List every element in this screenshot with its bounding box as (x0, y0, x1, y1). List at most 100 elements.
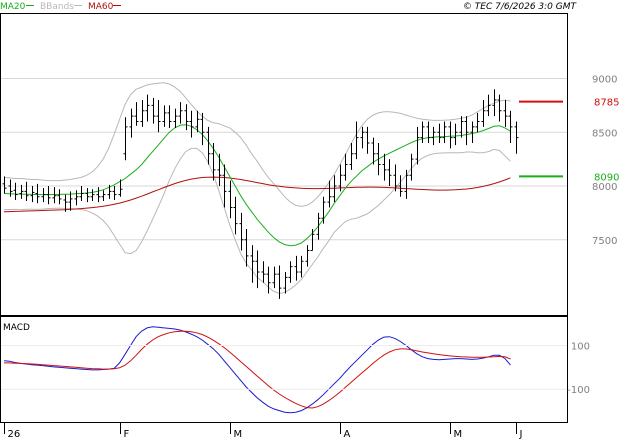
ohlc-bar (13, 182, 18, 200)
macd-y-axis: 100 -100 (1, 341, 590, 396)
ohlc-bar (85, 188, 90, 203)
ohlc-bar (464, 116, 469, 146)
macd-lines (3, 326, 511, 414)
ohlc-bar (283, 272, 288, 294)
signal-line (4, 330, 511, 409)
ohlc-bar (233, 196, 238, 235)
ohlc-bar (343, 153, 348, 181)
macd-panel-title: MACD (3, 323, 30, 333)
y-tick-label: 7500 (592, 236, 617, 247)
y-tick-label: 8000 (592, 182, 617, 193)
ohlc-bar (508, 110, 513, 143)
price-panel-frame (0, 13, 568, 316)
x-axis-months: 26 F M A M J (0, 422, 567, 440)
ohlc-bar (195, 110, 200, 133)
ohlc-bar (299, 255, 304, 278)
ohlc-bar (129, 108, 134, 138)
x-tick-label: M (234, 429, 243, 440)
ohlc-bar (162, 105, 167, 127)
ohlc-bar (74, 190, 79, 206)
ohlc-bar (90, 189, 95, 202)
ma60-line (3, 176, 511, 213)
ohlc-bar (492, 89, 497, 117)
ohlc-bar (112, 186, 117, 200)
ohlc-bar (35, 183, 40, 204)
ohlc-bar (266, 266, 271, 294)
ohlc-bar (151, 97, 156, 124)
price-marker-label: 8090 (594, 172, 619, 183)
ohlc-bar (239, 212, 244, 251)
ohlc-bar (255, 250, 260, 289)
price-marker-label: 8785 (594, 98, 619, 109)
ohlc-bar (321, 196, 326, 224)
ohlc-bar (409, 153, 414, 181)
macd-y-tick-label: 100 (571, 341, 590, 352)
macd-y-tick-label: -100 (567, 385, 590, 396)
ohlc-bar (167, 105, 172, 128)
ohlc-bar (387, 159, 392, 186)
ohlc-bar (118, 179, 123, 197)
ohlc-bar (514, 121, 519, 154)
ohlc-bar (354, 121, 359, 160)
ohlc-bar (382, 153, 387, 181)
ohlc-bar (448, 121, 453, 149)
ohlc-bar (310, 229, 315, 251)
y-tick-label: 9000 (592, 75, 617, 86)
ohlc-bar (393, 164, 398, 192)
ohlc-bar (332, 175, 337, 203)
ohlc-bar (486, 94, 491, 117)
x-tick-label: J (519, 429, 523, 440)
ohlc-bar (63, 194, 68, 212)
ohlc-bar (184, 104, 189, 131)
ohlc-bar (415, 126, 420, 165)
ohlc-bar (327, 180, 332, 208)
ohlc-bar (360, 126, 365, 149)
ohlc-bar (96, 187, 101, 203)
ohlc-bar (338, 164, 343, 192)
ohlc-bar (261, 261, 266, 283)
ohlc-bar (24, 181, 29, 202)
ohlc-bar (200, 112, 205, 146)
ohlc-bar (475, 112, 480, 133)
ohlc-bar (123, 117, 128, 161)
ohlc-bar (288, 261, 293, 283)
ohlc-bar (140, 100, 145, 127)
ohlc-bar (250, 245, 255, 283)
price-y-axis: 9000 8500 8000 7500 (592, 75, 617, 247)
ohlc-bar (404, 169, 409, 199)
ohlc-bar (156, 100, 161, 133)
ohlc-bar (398, 175, 403, 197)
ohlc-bar (497, 94, 502, 122)
ohlc-bar (481, 100, 486, 127)
moving-average-layer (3, 124, 511, 247)
ohlc-bar (349, 143, 354, 170)
ohlc-bars (2, 89, 519, 299)
ohlc-bar (107, 184, 112, 199)
x-tick-label: A (344, 429, 351, 440)
ohlc-bar (19, 184, 24, 199)
ohlc-bar (134, 102, 139, 126)
ohlc-bar (294, 255, 299, 281)
legend: MA20 BBands MA60 (0, 2, 121, 12)
copyright-text: © TEC 7/6/2026 3:0 GMT (463, 2, 578, 12)
ohlc-bar (316, 212, 321, 240)
ohlc-bar (272, 266, 277, 289)
ohlc-bar (426, 121, 431, 143)
ohlc-bar (211, 143, 216, 181)
ohlc-bar (79, 186, 84, 202)
legend-ma20-label: MA20 (0, 2, 26, 12)
ohlc-bar (217, 153, 222, 186)
x-tick-label: F (124, 429, 130, 440)
ohlc-bar (41, 188, 46, 203)
ohlc-bar (371, 137, 376, 165)
ohlc-bar (453, 123, 458, 146)
ohlc-bar (228, 180, 233, 219)
y-tick-label: 8500 (592, 128, 617, 139)
ohlc-bar (305, 245, 310, 267)
ohlc-bar (145, 94, 150, 122)
ohlc-bar (459, 116, 464, 138)
ohlc-bar (52, 187, 57, 204)
ohlc-bar (244, 229, 249, 267)
ohlc-bar (470, 121, 475, 143)
